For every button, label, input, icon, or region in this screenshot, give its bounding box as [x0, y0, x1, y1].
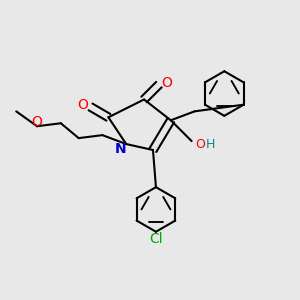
Text: O: O [32, 115, 43, 129]
Text: H: H [206, 138, 216, 151]
Text: O: O [161, 76, 172, 90]
Text: O: O [78, 98, 88, 112]
Text: O: O [196, 138, 206, 151]
Text: N: N [115, 142, 126, 155]
Text: Cl: Cl [149, 232, 163, 246]
